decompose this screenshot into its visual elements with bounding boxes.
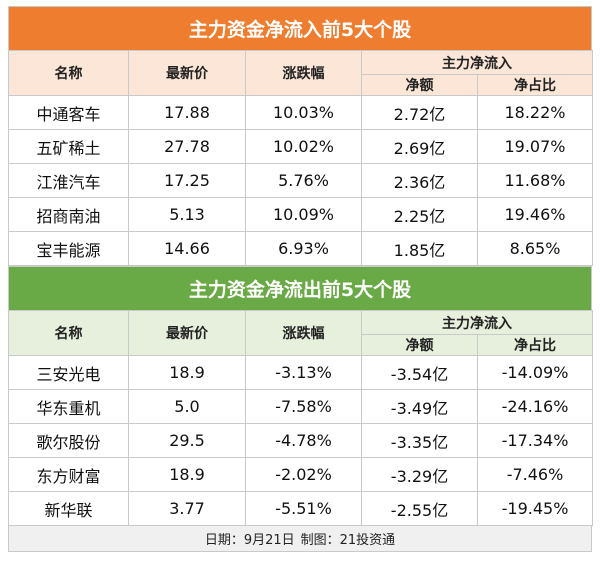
footer-credit: 制图：21投资通 (300, 533, 396, 548)
inflow-header-ratio: 净占比 (477, 74, 593, 96)
table-row: 宝丰能源 14.66 6.93% 1.85亿 8.65% (8, 231, 593, 266)
stock-name: 招商南油 (8, 197, 129, 232)
latest-price: 17.88 (128, 95, 246, 130)
latest-price: 3.77 (128, 491, 246, 526)
net-ratio: -19.45% (477, 491, 593, 526)
latest-price: 14.66 (128, 231, 246, 266)
stock-name: 宝丰能源 (8, 231, 129, 266)
net-ratio: 18.22% (477, 95, 593, 130)
outflow-header-net: 净额 (361, 334, 478, 356)
table-row: 歌尔股份 29.5 -4.78% -3.35亿 -17.34% (8, 423, 593, 458)
footer-caption: 日期：9月21日 制图：21投资通 (8, 526, 592, 552)
change-percent: 10.02% (245, 129, 362, 164)
change-percent: -3.13% (245, 355, 362, 390)
latest-price: 27.78 (128, 129, 246, 164)
net-ratio: 19.46% (477, 197, 593, 232)
stock-name: 华东重机 (8, 389, 129, 424)
change-percent: 10.03% (245, 95, 362, 130)
stock-name: 新华联 (8, 491, 129, 526)
fund-flow-report: 主力资金净流入前5大个股 名称 最新价 涨跌幅 主力净流入 净额 净占比 中通客… (8, 6, 593, 552)
change-percent: 10.09% (245, 197, 362, 232)
net-amount: -2.55亿 (361, 491, 478, 526)
latest-price: 17.25 (128, 163, 246, 198)
stock-name: 三安光电 (8, 355, 129, 390)
stock-name: 歌尔股份 (8, 423, 129, 458)
inflow-header-price: 最新价 (128, 50, 246, 96)
change-percent: -5.51% (245, 491, 362, 526)
change-percent: -7.58% (245, 389, 362, 424)
net-ratio: -24.16% (477, 389, 593, 424)
inflow-header-name: 名称 (8, 50, 129, 96)
net-ratio: -14.09% (477, 355, 593, 390)
outflow-header-change: 涨跌幅 (245, 310, 362, 356)
latest-price: 29.5 (128, 423, 246, 458)
table-row: 华东重机 5.0 -7.58% -3.49亿 -24.16% (8, 389, 593, 424)
stock-name: 江淮汽车 (8, 163, 129, 198)
table-row: 东方财富 18.9 -2.02% -3.29亿 -7.46% (8, 457, 593, 492)
net-amount: -3.35亿 (361, 423, 478, 458)
outflow-header-name: 名称 (8, 310, 129, 356)
latest-price: 18.9 (128, 355, 246, 390)
change-percent: 6.93% (245, 231, 362, 266)
net-ratio: 11.68% (477, 163, 593, 198)
net-amount: -3.29亿 (361, 457, 478, 492)
stock-name: 东方财富 (8, 457, 129, 492)
outflow-header-ratio: 净占比 (477, 334, 593, 356)
change-percent: -4.78% (245, 423, 362, 458)
latest-price: 5.13 (128, 197, 246, 232)
outflow-header-group: 主力净流入 (361, 310, 593, 335)
inflow-header-group: 主力净流入 (361, 50, 593, 75)
net-ratio: -7.46% (477, 457, 593, 492)
net-amount: -3.54亿 (361, 355, 478, 390)
stock-name: 五矿稀土 (8, 129, 129, 164)
table-row: 新华联 3.77 -5.51% -2.55亿 -19.45% (8, 491, 593, 526)
inflow-header-change: 涨跌幅 (245, 50, 362, 96)
inflow-table: 名称 最新价 涨跌幅 主力净流入 净额 净占比 中通客车 17.88 10.03… (8, 50, 593, 266)
net-amount: 1.85亿 (361, 231, 478, 266)
net-amount: 2.25亿 (361, 197, 478, 232)
table-row: 五矿稀土 27.78 10.02% 2.69亿 19.07% (8, 129, 593, 164)
change-percent: -2.02% (245, 457, 362, 492)
inflow-title: 主力资金净流入前5大个股 (8, 6, 592, 50)
table-row: 中通客车 17.88 10.03% 2.72亿 18.22% (8, 95, 593, 130)
net-amount: 2.72亿 (361, 95, 478, 130)
change-percent: 5.76% (245, 163, 362, 198)
outflow-title: 主力资金净流出前5大个股 (8, 266, 592, 310)
table-row: 三安光电 18.9 -3.13% -3.54亿 -14.09% (8, 355, 593, 390)
net-amount: 2.69亿 (361, 129, 478, 164)
outflow-table: 名称 最新价 涨跌幅 主力净流入 净额 净占比 三安光电 18.9 -3.13%… (8, 310, 593, 526)
outflow-header-price: 最新价 (128, 310, 246, 356)
table-row: 江淮汽车 17.25 5.76% 2.36亿 11.68% (8, 163, 593, 198)
net-amount: -3.49亿 (361, 389, 478, 424)
net-ratio: 19.07% (477, 129, 593, 164)
inflow-header-net: 净额 (361, 74, 478, 96)
stock-name: 中通客车 (8, 95, 129, 130)
latest-price: 18.9 (128, 457, 246, 492)
net-amount: 2.36亿 (361, 163, 478, 198)
table-row: 招商南油 5.13 10.09% 2.25亿 19.46% (8, 197, 593, 232)
net-ratio: -17.34% (477, 423, 593, 458)
footer-date: 日期：9月21日 (204, 533, 295, 548)
latest-price: 5.0 (128, 389, 246, 424)
net-ratio: 8.65% (477, 231, 593, 266)
